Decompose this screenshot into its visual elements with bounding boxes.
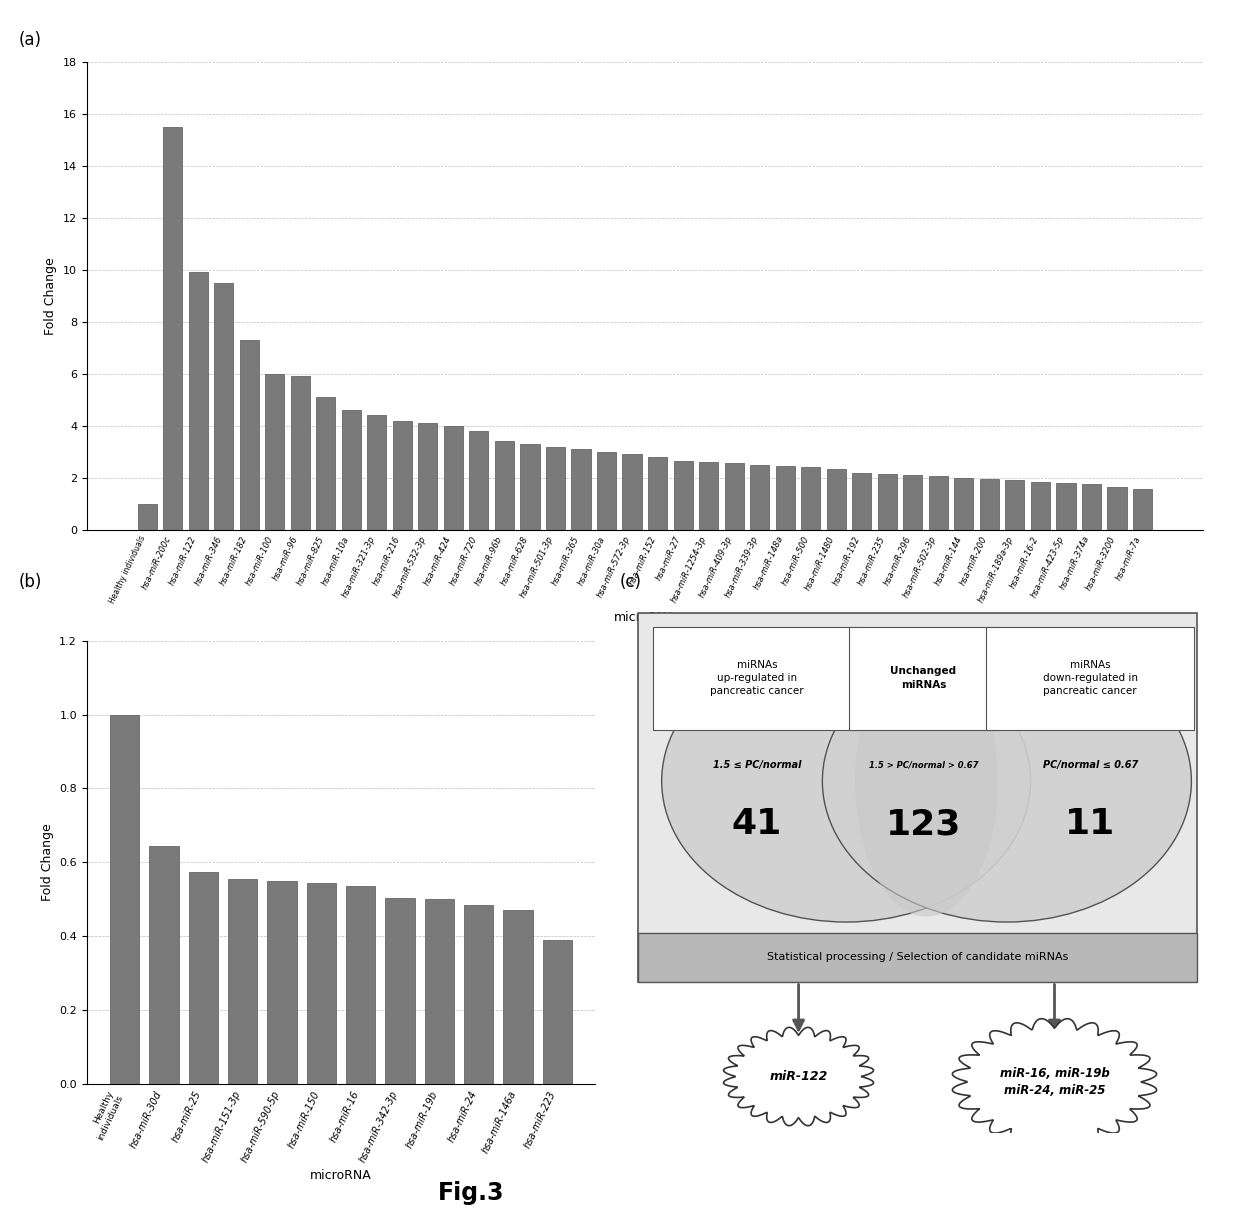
Bar (1056, 483, 1075, 530)
Text: miRNAs
down-regulated in
pancreatic cancer: miRNAs down-regulated in pancreatic canc… (1043, 660, 1138, 696)
Bar (903, 476, 923, 530)
Bar (464, 904, 494, 1084)
Bar (673, 461, 693, 530)
Bar (1030, 482, 1050, 530)
Bar (444, 426, 463, 530)
FancyBboxPatch shape (986, 627, 1194, 729)
Bar (649, 457, 667, 530)
Bar (188, 272, 208, 530)
Bar (495, 441, 515, 530)
Bar (138, 504, 156, 530)
Bar (699, 462, 718, 530)
Text: miR-122: miR-122 (769, 1071, 828, 1083)
Bar (110, 715, 139, 1084)
Bar (827, 468, 846, 530)
Bar (162, 127, 182, 530)
Text: Fig.3: Fig.3 (438, 1180, 505, 1205)
Bar (346, 887, 376, 1084)
X-axis label: microRNA: microRNA (310, 1169, 372, 1183)
FancyBboxPatch shape (637, 614, 1198, 982)
Bar (521, 444, 539, 530)
Text: 123: 123 (885, 807, 961, 841)
Bar (306, 882, 336, 1084)
Bar (955, 478, 973, 530)
Bar (228, 878, 258, 1084)
Bar (543, 940, 572, 1084)
FancyBboxPatch shape (637, 933, 1198, 982)
Bar (1133, 489, 1152, 530)
Ellipse shape (662, 641, 1030, 922)
Bar (503, 910, 533, 1084)
Text: 11: 11 (1065, 807, 1115, 841)
X-axis label: microRNA: microRNA (614, 611, 676, 625)
Bar (546, 446, 565, 530)
Text: PC/normal ≤ 0.67: PC/normal ≤ 0.67 (1043, 760, 1138, 770)
Y-axis label: Fold Change: Fold Change (45, 256, 57, 335)
Bar (342, 410, 361, 530)
Bar (290, 376, 310, 530)
Bar (852, 473, 872, 530)
Bar (268, 881, 296, 1084)
Bar (1107, 487, 1127, 530)
FancyBboxPatch shape (652, 627, 861, 729)
Text: miR-16, miR-19b
miR-24, miR-25: miR-16, miR-19b miR-24, miR-25 (999, 1067, 1110, 1096)
Bar (929, 477, 947, 530)
Bar (469, 431, 489, 530)
Bar (724, 463, 744, 530)
Bar (265, 373, 284, 530)
Text: (a): (a) (19, 31, 42, 49)
Text: (b): (b) (19, 573, 42, 591)
Text: 1.5 > PC/normal > 0.67: 1.5 > PC/normal > 0.67 (869, 760, 978, 769)
Bar (775, 466, 795, 530)
Ellipse shape (822, 641, 1192, 922)
Bar (418, 423, 438, 530)
Text: Statistical processing / Selection of candidate miRNAs: Statistical processing / Selection of ca… (766, 952, 1069, 962)
Bar (215, 282, 233, 530)
Text: (c): (c) (620, 573, 642, 591)
Polygon shape (952, 1019, 1157, 1146)
Ellipse shape (856, 646, 998, 917)
Bar (622, 455, 641, 530)
Y-axis label: Fold Change: Fold Change (41, 823, 53, 902)
Text: 41: 41 (732, 807, 782, 841)
Text: Unchanged
miRNAs: Unchanged miRNAs (890, 667, 956, 690)
Text: 1.5 ≤ PC/normal: 1.5 ≤ PC/normal (713, 760, 801, 770)
Text: miRNAs
up-regulated in
pancreatic cancer: miRNAs up-regulated in pancreatic cancer (711, 660, 804, 696)
Bar (572, 450, 590, 530)
Bar (424, 899, 454, 1084)
Bar (801, 467, 821, 530)
Bar (188, 872, 218, 1084)
Bar (980, 479, 999, 530)
Bar (596, 452, 616, 530)
Bar (393, 420, 412, 530)
Bar (367, 415, 387, 530)
Bar (1006, 480, 1024, 530)
Bar (149, 845, 179, 1084)
Bar (878, 474, 897, 530)
Bar (386, 897, 414, 1084)
Polygon shape (724, 1027, 873, 1126)
Bar (1081, 484, 1101, 530)
FancyBboxPatch shape (849, 627, 998, 729)
Bar (316, 397, 335, 530)
Bar (750, 464, 769, 530)
Bar (239, 340, 259, 530)
